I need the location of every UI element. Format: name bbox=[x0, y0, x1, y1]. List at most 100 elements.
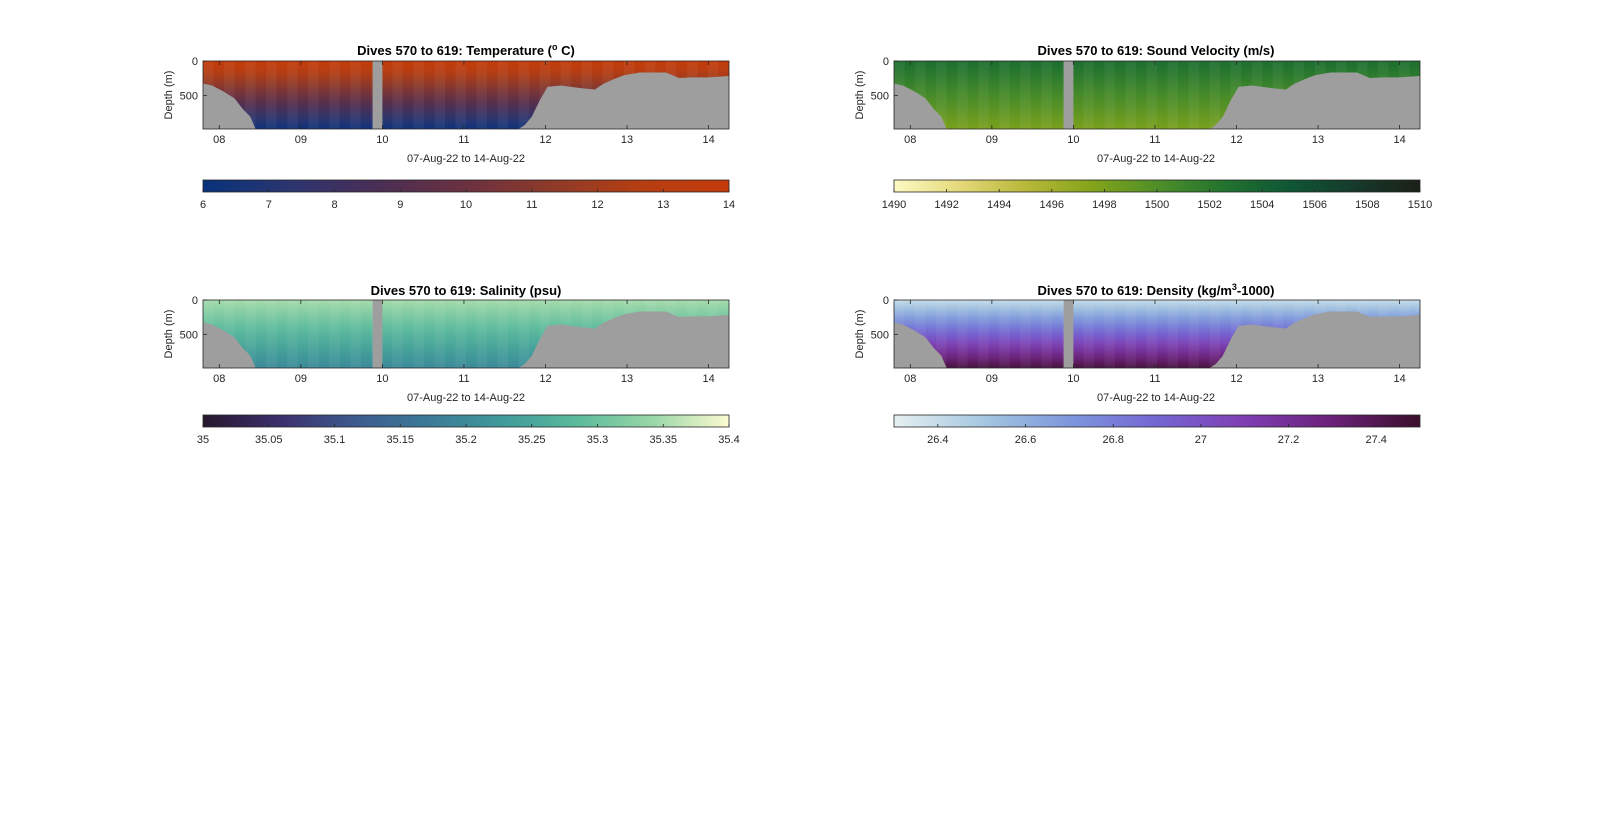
dive-column bbox=[497, 300, 509, 368]
colorbar-tick-label: 10 bbox=[460, 199, 472, 211]
dive-column bbox=[978, 61, 989, 129]
colorbar-tick-label: 27.4 bbox=[1365, 434, 1386, 446]
seafloor-mask bbox=[894, 72, 1420, 129]
dive-column bbox=[1188, 300, 1200, 368]
x-tick-label: 13 bbox=[1312, 134, 1324, 146]
x-tick-label: 09 bbox=[295, 134, 307, 146]
colorbar-tick-label: 35.15 bbox=[386, 434, 414, 446]
dive-column bbox=[329, 300, 340, 368]
x-axis-label: 07-Aug-22 to 14-Aug-22 bbox=[407, 392, 525, 404]
y-tick-label: 0 bbox=[192, 295, 198, 307]
temperature-section-plot: 08 09 10 11 12 13 14 0 500 bbox=[180, 56, 730, 146]
y-axis-label: Depth (m) bbox=[163, 71, 175, 120]
y-tick-label: 500 bbox=[871, 90, 889, 102]
x-tick-label: 10 bbox=[376, 134, 388, 146]
colorbar-tick-label: 27.2 bbox=[1278, 434, 1299, 446]
colorbar-tick-label: 9 bbox=[397, 199, 403, 211]
dive-column bbox=[1020, 61, 1031, 129]
y-tick-label: 500 bbox=[180, 90, 198, 102]
dive-column bbox=[957, 61, 968, 129]
seafloor-mask bbox=[203, 72, 729, 129]
colorbar-tick-label: 35.25 bbox=[518, 434, 546, 446]
x-tick-label: 09 bbox=[986, 134, 998, 146]
dive-column bbox=[1104, 61, 1115, 129]
data-gap bbox=[372, 300, 383, 368]
dive-column bbox=[1020, 300, 1031, 368]
dive-column bbox=[518, 300, 530, 368]
colorbar-tick-label: 35.2 bbox=[455, 434, 476, 446]
colorbar-tick-label: 1500 bbox=[1145, 199, 1169, 211]
x-tick-label: 08 bbox=[904, 373, 916, 385]
colorbar-tick-label: 8 bbox=[331, 199, 337, 211]
x-tick-label: 11 bbox=[458, 134, 469, 146]
chart-title: Dives 570 to 619: Sound Velocity (m/s) bbox=[1038, 43, 1275, 58]
x-tick-label: 14 bbox=[1393, 373, 1405, 385]
colorbar-tick-label: 7 bbox=[266, 199, 272, 211]
x-tick-label: 14 bbox=[702, 373, 714, 385]
x-tick-label: 11 bbox=[1149, 134, 1160, 146]
dive-column bbox=[1041, 61, 1052, 129]
salinity-colorbar: 35 35.05 35.1 35.15 35.2 35.25 35.3 35.35 35.4 bbox=[197, 414, 740, 446]
colorbar-tick-label: 14 bbox=[723, 199, 735, 211]
colorbar-tick-label: 35.1 bbox=[324, 434, 345, 446]
dive-column bbox=[1146, 300, 1157, 368]
x-tick-label: 11 bbox=[1149, 373, 1160, 385]
y-axis-label: Depth (m) bbox=[854, 310, 866, 359]
chart-title: Dives 570 to 619: Salinity (psu) bbox=[371, 283, 562, 298]
density-section-plot: 08 09 10 11 12 13 14 0 500 bbox=[871, 295, 1421, 385]
colorbar-tick-label: 26.4 bbox=[927, 434, 948, 446]
temperature-colorbar: 6 7 8 9 10 11 12 13 14 bbox=[200, 179, 735, 211]
dive-column bbox=[936, 300, 947, 368]
colorbar-tick-label: 26.8 bbox=[1102, 434, 1123, 446]
dive-column bbox=[245, 61, 256, 129]
dive-column bbox=[434, 300, 445, 368]
dive-column bbox=[266, 61, 277, 129]
density-colorbar: 26.4 26.6 26.8 27 27.2 27.4 bbox=[893, 414, 1421, 446]
colorbar-tick-label: 1506 bbox=[1303, 199, 1327, 211]
dive-column bbox=[287, 61, 298, 129]
sound-velocity-colorbar: 1490 1492 1494 1496 1498 1500 1502 1504 1506 1508… bbox=[882, 179, 1432, 211]
colorbar-tick-label: 35 bbox=[197, 434, 209, 446]
x-axis-label: 07-Aug-22 to 14-Aug-22 bbox=[1097, 153, 1215, 165]
dive-column bbox=[936, 61, 947, 129]
seafloor-mask bbox=[894, 311, 1420, 368]
x-tick-label: 10 bbox=[376, 373, 388, 385]
x-tick-label: 12 bbox=[1230, 373, 1242, 385]
x-tick-label: 12 bbox=[539, 373, 551, 385]
colorbar-tick-label: 1494 bbox=[987, 199, 1011, 211]
x-tick-label: 14 bbox=[702, 134, 714, 146]
chart-title: Dives 570 to 619: Temperature (o C) bbox=[357, 42, 575, 58]
dive-column bbox=[1167, 300, 1179, 368]
colorbar-tick-label: 35.4 bbox=[718, 434, 739, 446]
colorbar-tick-label: 1502 bbox=[1197, 199, 1221, 211]
y-axis-label: Depth (m) bbox=[163, 310, 175, 359]
dive-column bbox=[329, 61, 340, 129]
colorbar-tick-label: 1496 bbox=[1040, 199, 1064, 211]
y-tick-label: 0 bbox=[883, 295, 889, 307]
dive-column bbox=[915, 300, 926, 368]
dive-column bbox=[1146, 61, 1157, 129]
dive-column bbox=[915, 61, 926, 129]
colorbar-tick-label: 27 bbox=[1195, 434, 1207, 446]
dive-column bbox=[266, 300, 277, 368]
dive-column bbox=[476, 61, 488, 129]
colorbar-tick-label: 35.05 bbox=[255, 434, 283, 446]
dive-column bbox=[455, 300, 466, 368]
dive-column bbox=[224, 300, 235, 368]
sound-velocity-section-plot: 08 09 10 11 12 13 14 0 500 bbox=[871, 56, 1421, 146]
x-tick-label: 13 bbox=[621, 373, 633, 385]
x-tick-label: 10 bbox=[1067, 373, 1079, 385]
y-axis-label: Depth (m) bbox=[854, 71, 866, 120]
dive-column bbox=[497, 61, 509, 129]
colorbar-tick-label: 26.6 bbox=[1015, 434, 1036, 446]
dive-column bbox=[392, 61, 403, 129]
colorbar-tick-label: 11 bbox=[526, 199, 537, 211]
panel-salinity: Dives 570 to 619: Salinity (psu) 08 09 10 1… bbox=[163, 283, 740, 446]
y-tick-label: 0 bbox=[883, 56, 889, 68]
dive-column bbox=[1104, 300, 1115, 368]
dive-column bbox=[413, 300, 424, 368]
panel-density: Dives 570 to 619: Density (kg/m3-1000) 0… bbox=[854, 282, 1421, 446]
dive-column bbox=[1083, 61, 1094, 129]
dive-column bbox=[476, 300, 488, 368]
colorbar-tick-label: 1492 bbox=[934, 199, 958, 211]
